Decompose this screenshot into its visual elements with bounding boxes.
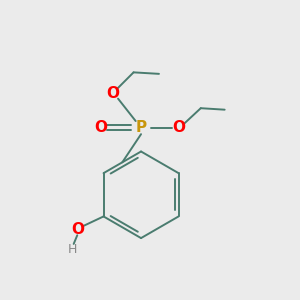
Text: O: O bbox=[94, 120, 107, 135]
Text: O: O bbox=[172, 120, 185, 135]
Text: P: P bbox=[136, 120, 147, 135]
Text: O: O bbox=[106, 86, 119, 101]
Text: O: O bbox=[72, 222, 85, 237]
Text: H: H bbox=[68, 243, 77, 256]
